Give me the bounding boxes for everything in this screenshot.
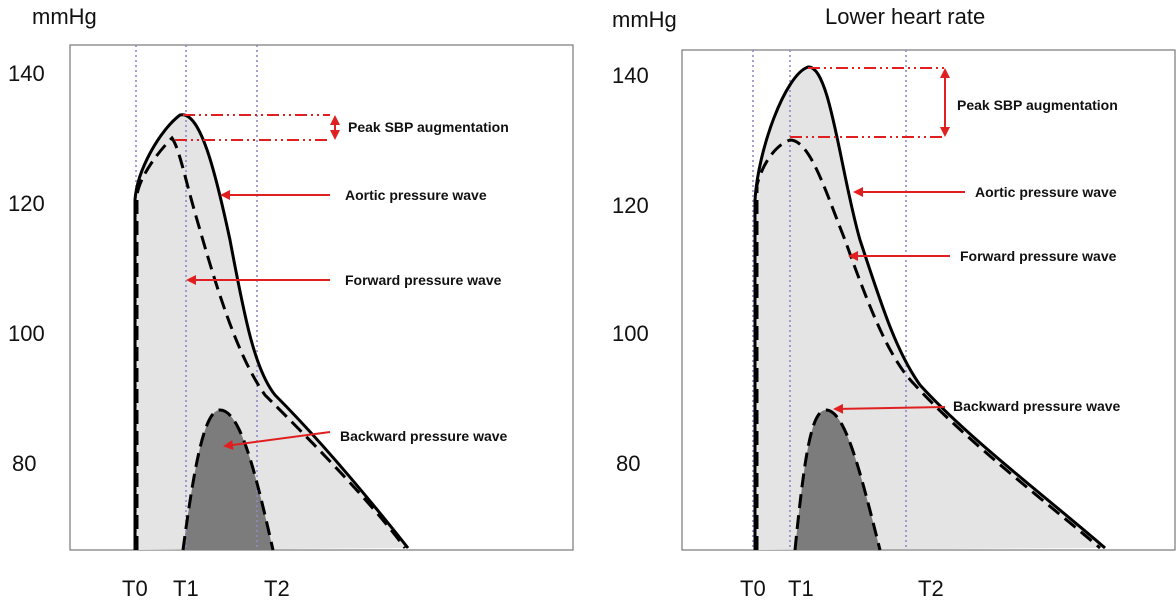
annotation: Backward pressure wave xyxy=(953,398,1121,414)
y-tick: 140 xyxy=(612,63,649,88)
time-label: T1 xyxy=(788,576,814,601)
y-tick: 80 xyxy=(616,451,640,476)
annotation: Peak SBP augmentation xyxy=(348,119,509,135)
backward-wave xyxy=(793,408,882,551)
backward-wave xyxy=(181,408,275,551)
unit-label: mmHg xyxy=(612,7,677,32)
unit-label: mmHg xyxy=(32,4,97,29)
y-tick: 80 xyxy=(12,451,36,476)
right-panel: mmHg Lower heart rate 140 120 100 80 Pea… xyxy=(612,4,1176,601)
aortic-wave xyxy=(133,113,410,550)
arrow xyxy=(833,403,946,414)
backward-area xyxy=(795,410,880,550)
time-label: T2 xyxy=(918,576,944,601)
time-label: T0 xyxy=(122,576,148,601)
time-label: T2 xyxy=(264,576,290,601)
annotation: Aortic pressure wave xyxy=(975,184,1117,200)
y-tick: 100 xyxy=(612,321,649,346)
backward-area xyxy=(183,410,273,550)
left-panel: mmHg 140 120 100 80 Peak SBP augmentatio… xyxy=(8,4,574,601)
annotation: Forward pressure wave xyxy=(345,272,502,288)
y-tick: 100 xyxy=(8,321,45,346)
arrow xyxy=(223,431,331,450)
forward-wave xyxy=(755,138,1101,550)
panel-title: Lower heart rate xyxy=(825,4,985,29)
y-tick: 120 xyxy=(612,193,649,218)
time-label: T1 xyxy=(173,576,199,601)
y-tick: 120 xyxy=(8,191,45,216)
time-label: T0 xyxy=(740,576,766,601)
annotation: Backward pressure wave xyxy=(340,428,508,444)
y-tick: 140 xyxy=(8,61,45,86)
annotation: Forward pressure wave xyxy=(960,248,1117,264)
aortic-wave xyxy=(753,65,1106,550)
annotation: Aortic pressure wave xyxy=(345,187,487,203)
annotation: Peak SBP augmentation xyxy=(957,97,1118,113)
